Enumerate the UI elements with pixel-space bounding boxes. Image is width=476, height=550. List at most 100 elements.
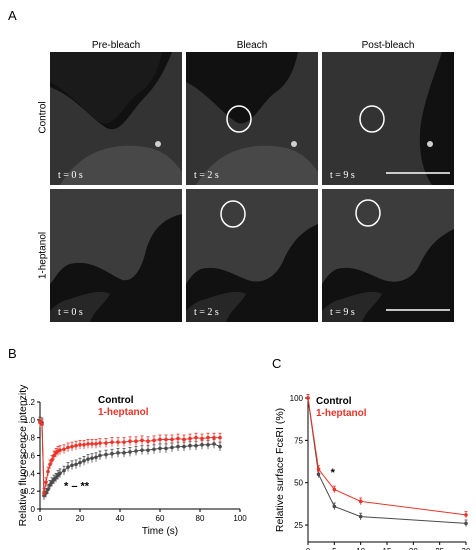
data-point [42, 491, 46, 495]
data-point [164, 446, 168, 451]
data-point [200, 443, 204, 447]
legend-entry: Control [98, 395, 134, 406]
data-point [116, 440, 120, 444]
data-point [52, 453, 56, 458]
data-point [146, 439, 150, 444]
data-point [48, 462, 52, 467]
data-point [218, 444, 222, 449]
data-point [316, 472, 321, 477]
data-point [82, 459, 86, 463]
x-tick-label: 100 [233, 514, 247, 523]
data-point [134, 439, 138, 444]
data-point [90, 442, 94, 446]
data-point [158, 446, 162, 451]
x-tick-label: 5 [332, 547, 337, 550]
column-header-post-bleach: Post-bleach [361, 40, 415, 51]
data-point [188, 443, 192, 448]
data-point [94, 442, 98, 446]
data-point [66, 465, 70, 469]
panel-c-letter: C [272, 356, 282, 371]
data-point [128, 439, 132, 444]
data-point [46, 487, 50, 492]
data-point [212, 435, 216, 440]
timestamp: t = 0 s [58, 170, 83, 181]
data-point [104, 452, 108, 457]
data-point [316, 467, 321, 471]
y-tick-label: 0 [31, 505, 36, 514]
timestamp: t = 9 s [330, 170, 355, 181]
data-point [206, 443, 210, 447]
y-tick-label: 50 [294, 479, 303, 488]
x-tick-label: 15 [383, 547, 392, 550]
data-point [70, 444, 74, 449]
y-tick-label: 0.2 [24, 487, 36, 496]
data-point [50, 480, 54, 485]
micrograph-control-bleach: t = 2 s [186, 52, 318, 185]
timestamp: t = 2 s [194, 307, 219, 318]
row-label-control: Control [37, 101, 49, 134]
data-point [70, 463, 74, 468]
y-axis-label: Relative fluorescence intenzity [17, 384, 29, 527]
x-tick-label: 40 [116, 514, 125, 523]
x-tick-label: 10 [356, 547, 365, 550]
column-header-bleach: Bleach [236, 40, 268, 51]
y-tick-label: 0.8 [24, 434, 36, 443]
data-point [176, 444, 180, 449]
legend-entry: Control [316, 396, 352, 407]
y-tick-label: 25 [294, 521, 303, 530]
micrograph-heptanol-pre-bleach: t = 0 s [50, 189, 182, 322]
data-point [182, 437, 186, 442]
data-point [164, 437, 168, 442]
micrograph-control-post-bleach: t = 9 s [322, 52, 454, 185]
data-point [48, 483, 52, 487]
data-point [110, 451, 114, 456]
data-point [86, 442, 90, 446]
data-point [90, 456, 94, 460]
data-point [464, 513, 468, 517]
data-point [78, 460, 82, 465]
y-tick-label: 0.4 [24, 469, 36, 478]
data-point [158, 437, 162, 442]
recovery-chart: 0 20 40 60 80 100 0 0.2 0.4 0.6 0.8 1.0 1.2 Time (s) R… [17, 384, 247, 537]
data-point [74, 443, 78, 448]
x-tick-label: 0 [38, 514, 43, 523]
data-point [58, 448, 62, 452]
data-point [122, 440, 126, 444]
timestamp: t = 2 s [194, 170, 219, 181]
data-point [206, 435, 210, 440]
data-point [464, 521, 468, 526]
data-point [40, 422, 44, 427]
data-point [306, 396, 310, 400]
data-point [170, 445, 174, 450]
y-tick-label: 1.2 [24, 398, 36, 407]
row-label-heptanol: 1-heptanol [37, 231, 49, 280]
micrograph-heptanol-bleach: t = 2 s [186, 189, 318, 322]
y-tick-label: 100 [290, 394, 304, 403]
x-tick-label: 80 [196, 514, 205, 523]
legend-entry: 1-heptanol [98, 407, 149, 418]
data-point [86, 457, 90, 461]
data-point [140, 448, 144, 452]
data-point [218, 435, 222, 440]
significance-annotation: * [331, 467, 336, 479]
data-point [44, 480, 48, 485]
data-point [170, 437, 174, 442]
data-point [140, 438, 144, 443]
data-point [146, 448, 150, 452]
legend-entry: 1-heptanol [316, 408, 367, 419]
data-point [134, 449, 138, 453]
data-point [128, 450, 132, 454]
y-axis-label: Relative surface FcεRI (%) [274, 408, 286, 532]
data-point [182, 444, 186, 449]
x-axis-label: Time (s) [142, 526, 178, 537]
data-point [122, 451, 126, 455]
y-tick-label: 75 [294, 436, 303, 445]
x-tick-label: 20 [76, 514, 85, 523]
data-point [50, 458, 54, 462]
data-point [58, 471, 62, 476]
data-point [194, 443, 198, 448]
x-tick-label: 0 [306, 547, 311, 550]
data-point [116, 451, 120, 455]
data-point [194, 435, 198, 440]
micrograph-heptanol-post-bleach: t = 9 s [322, 189, 454, 322]
